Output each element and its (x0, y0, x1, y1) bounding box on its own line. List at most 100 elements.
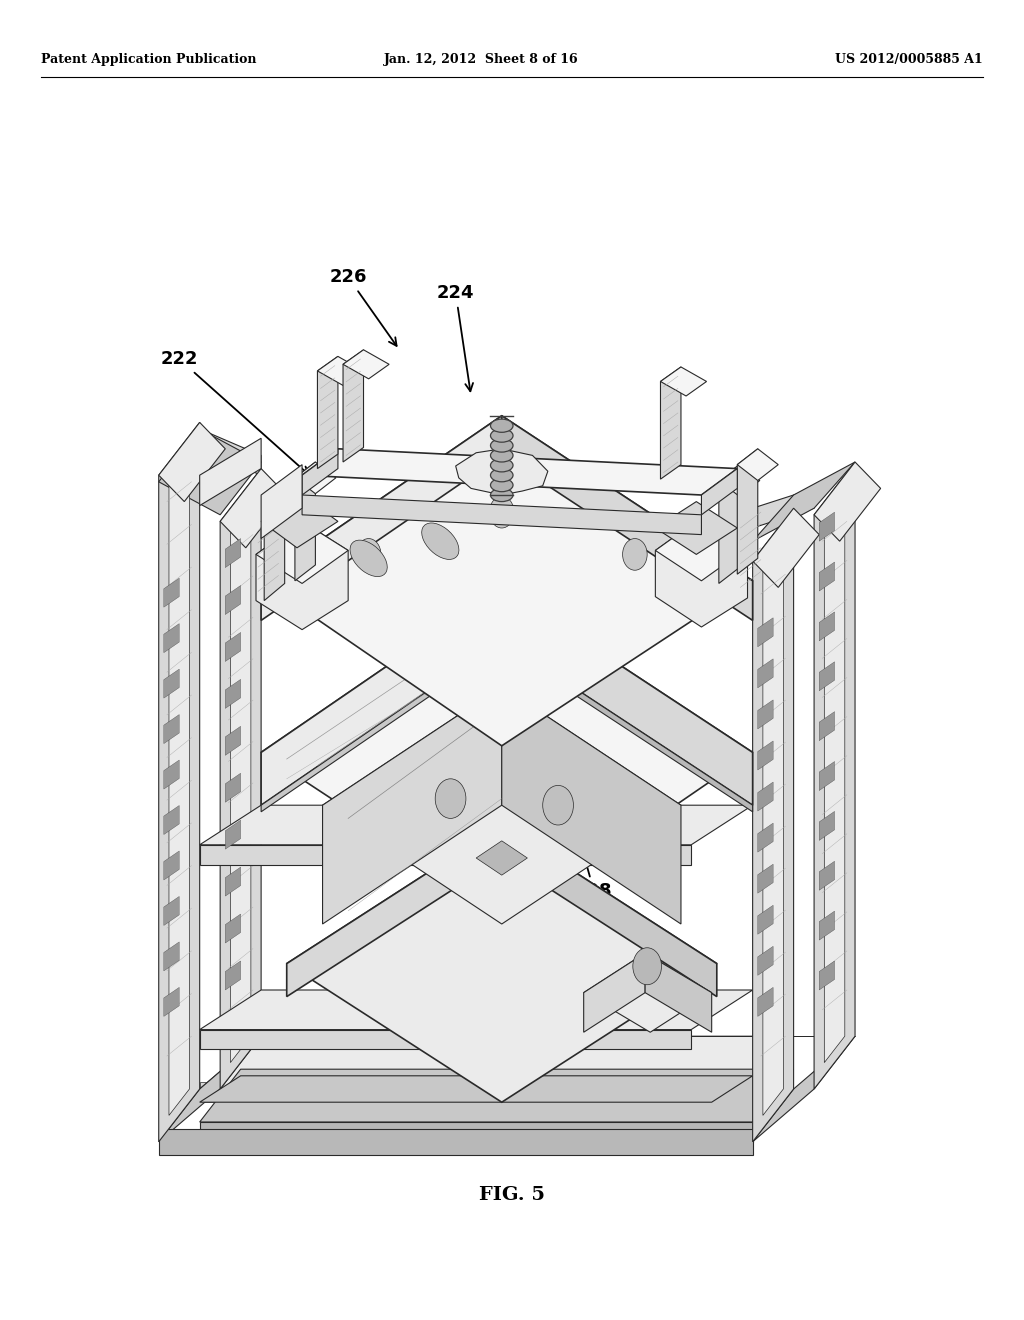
Polygon shape (164, 987, 179, 1016)
Polygon shape (737, 449, 758, 574)
Polygon shape (159, 422, 200, 1142)
Polygon shape (655, 517, 748, 627)
Polygon shape (660, 367, 681, 479)
Circle shape (305, 558, 330, 590)
Polygon shape (758, 865, 773, 894)
Polygon shape (225, 913, 241, 942)
Polygon shape (819, 612, 835, 642)
Text: FIG. 5: FIG. 5 (479, 1185, 545, 1204)
Polygon shape (159, 1036, 261, 1142)
Ellipse shape (490, 459, 513, 473)
Polygon shape (200, 1036, 794, 1089)
Ellipse shape (490, 449, 513, 462)
Text: 226: 226 (330, 268, 396, 346)
Polygon shape (758, 618, 773, 647)
Polygon shape (287, 825, 502, 997)
Polygon shape (660, 367, 707, 396)
Polygon shape (343, 350, 364, 462)
Ellipse shape (490, 478, 513, 491)
Polygon shape (819, 762, 835, 791)
Polygon shape (476, 841, 527, 875)
Polygon shape (230, 495, 251, 1063)
Polygon shape (343, 350, 389, 379)
Polygon shape (164, 805, 179, 834)
Circle shape (435, 779, 466, 818)
Ellipse shape (490, 418, 513, 433)
Polygon shape (819, 661, 835, 690)
Polygon shape (502, 640, 753, 812)
Polygon shape (159, 422, 225, 502)
Ellipse shape (490, 438, 513, 451)
Circle shape (623, 539, 647, 570)
Circle shape (543, 785, 573, 825)
Polygon shape (200, 805, 753, 845)
Polygon shape (200, 990, 753, 1030)
Polygon shape (220, 469, 287, 548)
Polygon shape (200, 1069, 794, 1122)
Polygon shape (502, 587, 753, 805)
Polygon shape (225, 774, 241, 803)
Text: Jan. 12, 2012  Sheet 8 of 16: Jan. 12, 2012 Sheet 8 of 16 (384, 53, 579, 66)
Text: US 2012/0005885 A1: US 2012/0005885 A1 (836, 53, 983, 66)
Polygon shape (164, 851, 179, 880)
Ellipse shape (422, 523, 459, 560)
Ellipse shape (490, 469, 513, 482)
Polygon shape (225, 539, 241, 568)
Polygon shape (753, 508, 794, 1142)
Polygon shape (819, 711, 835, 741)
Polygon shape (169, 449, 189, 1115)
Polygon shape (200, 1030, 691, 1049)
Polygon shape (261, 416, 753, 746)
Polygon shape (645, 953, 712, 1032)
Polygon shape (261, 416, 502, 620)
Polygon shape (261, 465, 302, 539)
Polygon shape (200, 438, 261, 506)
Polygon shape (819, 812, 835, 841)
Polygon shape (200, 1076, 753, 1102)
Polygon shape (753, 488, 814, 528)
Polygon shape (758, 781, 773, 810)
Polygon shape (655, 502, 737, 554)
Polygon shape (302, 449, 737, 495)
Polygon shape (200, 429, 261, 475)
Polygon shape (164, 669, 179, 698)
Text: 228: 228 (555, 756, 612, 900)
Polygon shape (753, 508, 819, 587)
Polygon shape (200, 1122, 753, 1142)
Polygon shape (584, 953, 645, 1032)
Polygon shape (225, 820, 241, 849)
Polygon shape (701, 469, 737, 515)
Polygon shape (758, 906, 773, 935)
Polygon shape (295, 462, 336, 494)
Polygon shape (758, 987, 773, 1016)
Polygon shape (159, 1129, 753, 1155)
Circle shape (633, 948, 662, 985)
Polygon shape (256, 521, 348, 630)
Polygon shape (655, 517, 748, 581)
Polygon shape (159, 429, 261, 515)
Polygon shape (225, 961, 241, 990)
Polygon shape (753, 462, 855, 541)
Polygon shape (164, 623, 179, 652)
Polygon shape (456, 449, 548, 495)
Polygon shape (164, 896, 179, 925)
Polygon shape (819, 512, 835, 541)
Polygon shape (287, 825, 717, 1102)
Circle shape (356, 539, 381, 570)
Polygon shape (502, 825, 717, 997)
Polygon shape (719, 465, 760, 496)
Polygon shape (758, 824, 773, 853)
Polygon shape (200, 845, 691, 865)
Polygon shape (164, 578, 179, 607)
Polygon shape (763, 535, 783, 1115)
Polygon shape (819, 861, 835, 890)
Circle shape (674, 558, 698, 590)
Polygon shape (758, 700, 773, 729)
Polygon shape (819, 911, 835, 940)
Polygon shape (261, 587, 753, 917)
Polygon shape (323, 686, 681, 924)
Polygon shape (758, 659, 773, 688)
Polygon shape (220, 469, 261, 1089)
Polygon shape (502, 686, 681, 924)
Polygon shape (256, 521, 348, 583)
